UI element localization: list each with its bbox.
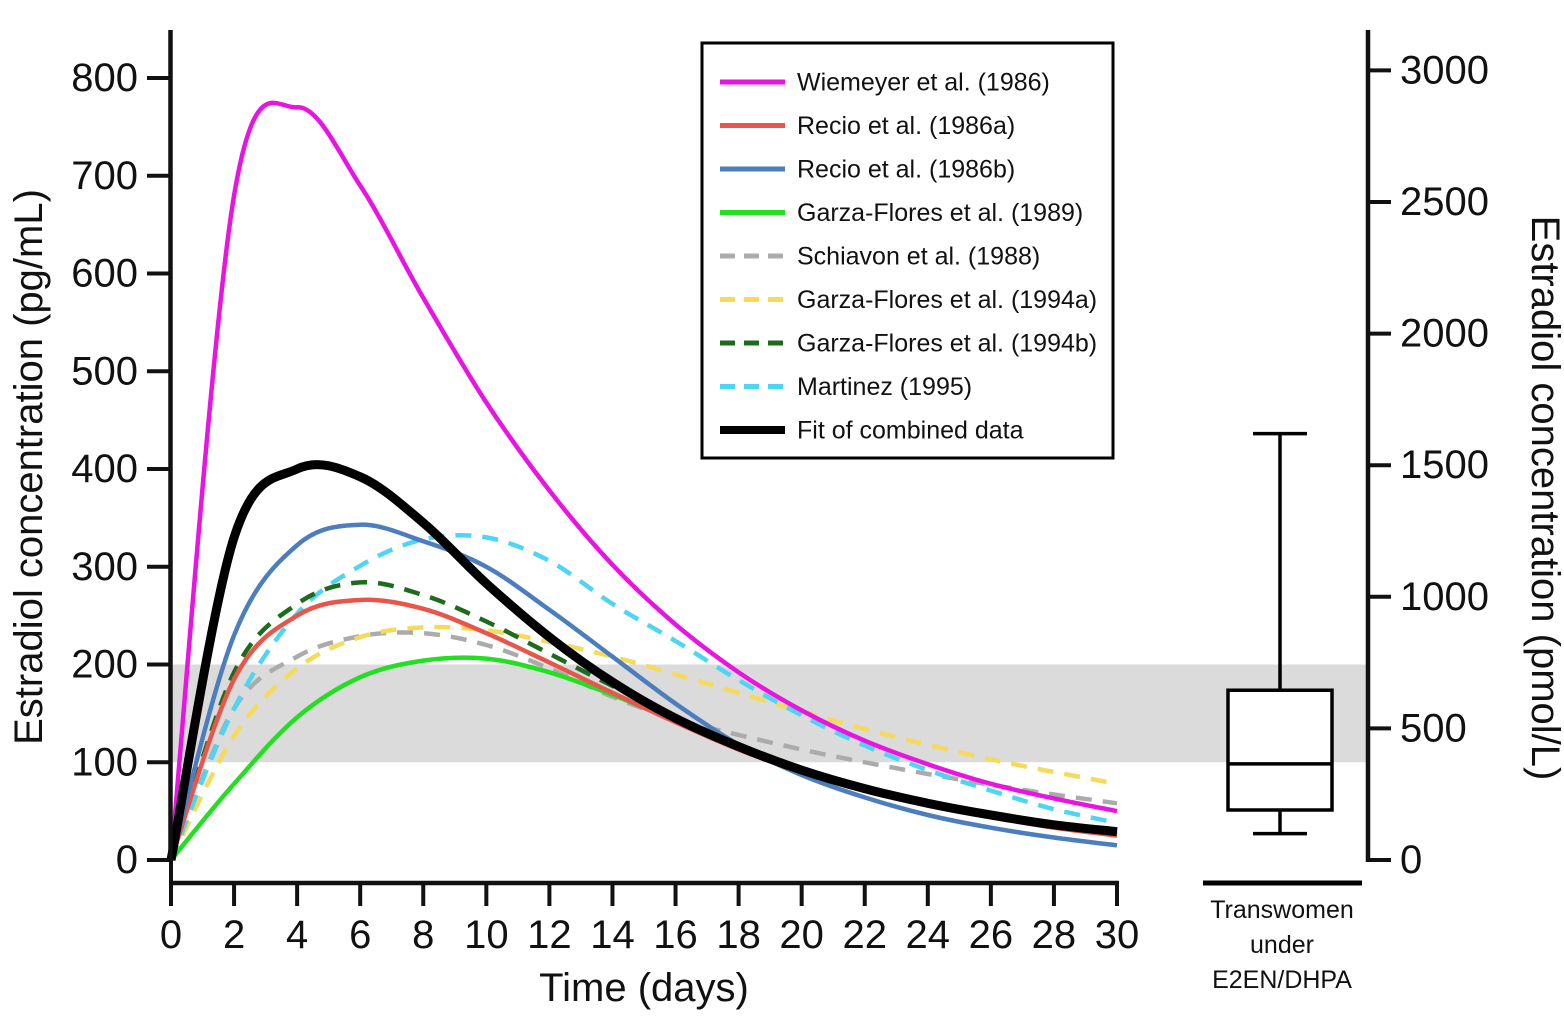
- y-axis-left-title: Estradiol concentration (pg/mL): [7, 189, 51, 745]
- y-right-tick-label: 0: [1400, 838, 1422, 882]
- x-tick-label: 14: [590, 913, 635, 957]
- legend-item-garza-flores-1989: Garza-Flores et al. (1989): [720, 199, 1083, 227]
- legend-item-garza-flores-1994b: Garza-Flores et al. (1994b): [720, 330, 1097, 358]
- boxplot-category-label-line-2: under: [1250, 931, 1314, 959]
- series-garza-flores-1994a: [168, 624, 1118, 862]
- y-axis-right-title: Estradiol concentration (pmol/L): [1523, 216, 1564, 781]
- y-right-tick-label: 500: [1400, 706, 1467, 750]
- x-tick-label: 30: [1095, 913, 1140, 957]
- legend-item-martinez-1995: Martinez (1995): [720, 373, 972, 401]
- legend-item-recio-1986a: Recio et al. (1986a): [720, 112, 1015, 140]
- legend: Wiemeyer et al. (1986) Recio et al. (1986…: [700, 41, 1115, 460]
- x-tick-label: 22: [842, 913, 887, 957]
- legend-item-garza-flores-1994a: Garza-Flores et al. (1994a): [720, 286, 1097, 314]
- y-right-tick-label: 2500: [1400, 180, 1489, 224]
- legend-label-garza-flores-1994a: Garza-Flores et al. (1994a): [797, 286, 1097, 314]
- y-right-tick-label: 3000: [1400, 48, 1489, 92]
- y-left-tick-label: 300: [71, 545, 138, 589]
- x-tick-label: 0: [160, 913, 182, 957]
- y-right-tick-label: 1500: [1400, 443, 1489, 487]
- legend-label-martinez-1995: Martinez (1995): [797, 373, 972, 401]
- x-tick-label: 28: [1032, 913, 1077, 957]
- x-tick-label: 20: [779, 913, 824, 957]
- boxplot-category-label-line-3: E2EN/DHPA: [1212, 966, 1352, 994]
- series-wiemeyer-1986: [168, 100, 1118, 861]
- x-tick-label: 10: [464, 913, 509, 957]
- legend-label-recio-1986a: Recio et al. (1986a): [797, 112, 1015, 140]
- y-left-tick-label: 800: [71, 56, 138, 100]
- x-tick-label: 18: [716, 913, 761, 957]
- reference-band-group: [171, 664, 1368, 763]
- x-tick-label: 6: [349, 913, 371, 957]
- x-tick-label: 16: [653, 913, 698, 957]
- legend-label-fit-combined: Fit of combined data: [797, 417, 1024, 445]
- legend-label-garza-flores-1994b: Garza-Flores et al. (1994b): [797, 330, 1097, 358]
- x-tick-label: 4: [286, 913, 308, 957]
- y-left-tick-label: 500: [71, 349, 138, 393]
- x-tick-label: 8: [412, 913, 434, 957]
- x-tick-label: 2: [223, 913, 245, 957]
- boxplot: Transwomen under E2EN/DHPA: [1203, 431, 1362, 994]
- legend-label-wiemeyer-1986: Wiemeyer et al. (1986): [797, 69, 1050, 97]
- legend-item-fit-combined: Fit of combined data: [720, 417, 1024, 445]
- legend-item-recio-1986b: Recio et al. (1986b): [720, 156, 1015, 184]
- y-left-tick-label: 100: [71, 740, 138, 784]
- y-left-tick-label: 400: [71, 447, 138, 491]
- legend-label-recio-1986b: Recio et al. (1986b): [797, 156, 1015, 184]
- x-tick-label: 26: [969, 913, 1014, 957]
- boxplot-box: [1226, 688, 1334, 812]
- reference-band: [171, 664, 1368, 763]
- y-right-tick-label: 2000: [1400, 312, 1489, 356]
- series-group: [166, 100, 1118, 862]
- y-left-tick-label: 700: [71, 154, 138, 198]
- x-axis-title: Time (days): [539, 966, 749, 1010]
- boxplot-category-label-line-1: Transwomen: [1210, 896, 1354, 924]
- y-left-tick-label: 600: [71, 252, 138, 296]
- x-tick-label: 12: [527, 913, 572, 957]
- legend-label-garza-flores-1989: Garza-Flores et al. (1989): [797, 199, 1083, 227]
- y-left-tick-label: 0: [116, 838, 138, 882]
- x-tick-label: 24: [906, 913, 951, 957]
- legend-item-wiemeyer-1986: Wiemeyer et al. (1986): [720, 69, 1050, 97]
- series-recio-1986b: [168, 522, 1118, 861]
- series-fit-combined: [166, 460, 1118, 861]
- y-right-tick-label: 1000: [1400, 575, 1489, 619]
- legend-item-schiavon-1988: Schiavon et al. (1988): [720, 243, 1040, 271]
- y-left-tick-label: 200: [71, 643, 138, 687]
- legend-label-schiavon-1988: Schiavon et al. (1988): [797, 243, 1040, 271]
